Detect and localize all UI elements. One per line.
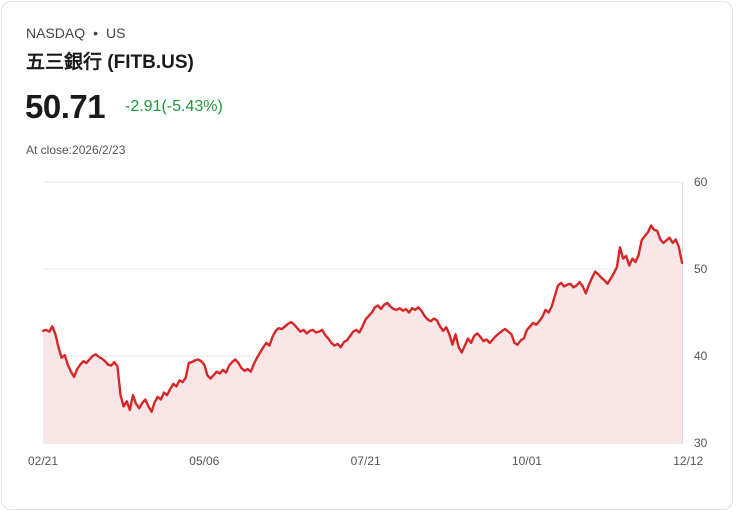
x-tick-label: 12/12 — [673, 454, 703, 468]
separator-dot: • — [93, 25, 99, 41]
x-tick-label: 05/06 — [189, 454, 219, 468]
price-line — [41, 224, 684, 413]
y-axis-labels: 30 40 50 60 — [694, 175, 708, 450]
y-tick-label: 60 — [694, 175, 708, 189]
y-tick-label: 40 — [694, 349, 708, 363]
region-label: US — [106, 25, 126, 41]
y-tick-label: 30 — [694, 436, 708, 450]
y-tick-label: 50 — [694, 262, 708, 276]
exchange-label: NASDAQ — [26, 25, 86, 41]
stock-name: 五三銀行 (FITB.US) — [26, 52, 194, 73]
last-price: 50.71 — [25, 88, 106, 125]
x-tick-label: 02/21 — [28, 454, 58, 468]
exchange-line: NASDAQ • US — [26, 25, 125, 41]
x-tick-label: 10/01 — [512, 454, 542, 468]
price-change: -2.91(-5.43%) — [125, 98, 223, 115]
close-date: At close:2026/2/23 — [26, 143, 126, 157]
x-axis-labels: 02/21 05/06 07/21 10/01 12/12 — [28, 454, 704, 468]
x-tick-label: 07/21 — [351, 454, 381, 468]
price-area-fill — [43, 225, 682, 443]
